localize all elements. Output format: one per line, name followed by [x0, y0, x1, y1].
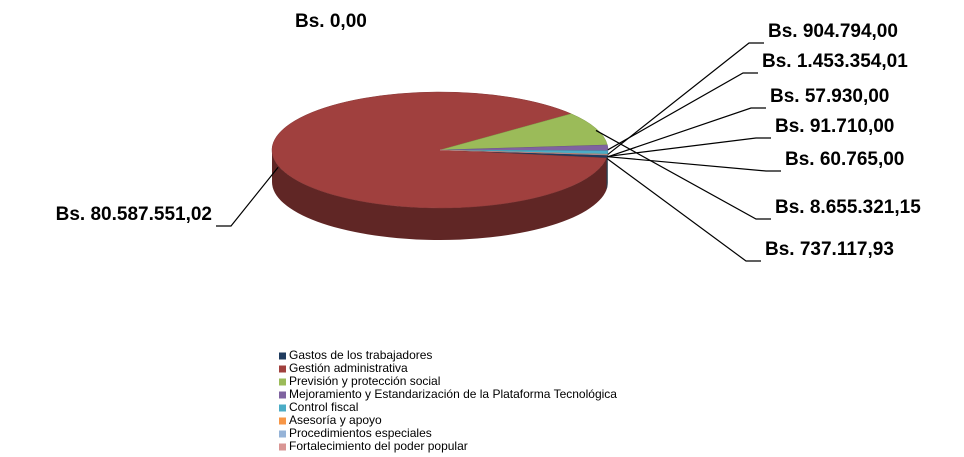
- legend-label: Control fiscal: [289, 400, 358, 414]
- leader-line: [607, 107, 766, 158]
- slice: [439, 149, 608, 156]
- legend-label: Fortalecimiento del poder popular: [289, 439, 468, 453]
- legend-label: Asesoría y apoyo: [289, 413, 382, 427]
- leader-line: [607, 72, 758, 151]
- slice: [439, 113, 608, 151]
- data-label: Bs. 737.117,93: [765, 239, 894, 260]
- data-label: Bs. 80.587.551,02: [56, 204, 212, 225]
- leader-line: [607, 137, 771, 158]
- slice-side: [272, 150, 607, 241]
- legend-swatch: [279, 391, 286, 399]
- legend-label: Previsión y protección social: [289, 374, 440, 388]
- legend-label: Procedimientos especiales: [289, 426, 432, 440]
- legend-swatch: [279, 417, 286, 425]
- data-label: Bs. 57.930,00: [770, 86, 889, 107]
- legend-swatch: [279, 352, 286, 360]
- legend-swatch: [279, 404, 286, 412]
- data-label: Bs. 1.453.354,01: [762, 51, 908, 72]
- leader-line: [607, 42, 764, 155]
- data-label: Bs. 0,00: [295, 11, 367, 32]
- legend-swatch: [279, 378, 286, 386]
- data-label: Bs. 60.765,00: [785, 149, 904, 170]
- legend-swatch: [279, 443, 286, 451]
- legend-swatch: [279, 430, 286, 438]
- slice: [271, 91, 607, 209]
- leader-line: [606, 158, 761, 262]
- legend-label: Gestión administrativa: [289, 361, 408, 375]
- legend-label: Gastos de los trabajadores: [289, 348, 432, 362]
- data-label: Bs. 904.794,00: [768, 21, 898, 42]
- slice-side: [606, 155, 608, 190]
- data-label: Bs. 8.655.321,15: [775, 197, 921, 218]
- leader-line: [216, 167, 279, 227]
- leader-line: [607, 156, 781, 172]
- data-label: Bs. 91.710,00: [775, 116, 894, 137]
- legend-swatch: [279, 365, 286, 373]
- legend-label: Mejoramiento y Estandarización de la Pla…: [289, 387, 617, 401]
